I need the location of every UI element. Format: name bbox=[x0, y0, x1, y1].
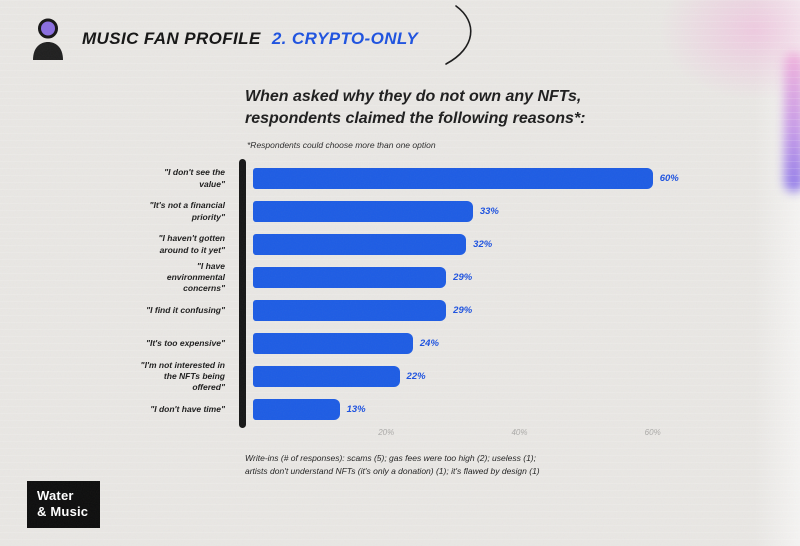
bar-value-label: 13% bbox=[346, 404, 366, 415]
bar bbox=[253, 267, 447, 288]
bar-value-label: 22% bbox=[406, 371, 426, 382]
x-axis-ticks: 20% 40% 60% bbox=[253, 428, 686, 442]
x-tick-label: 20% bbox=[378, 428, 395, 437]
header-title-group: MUSIC FAN PROFILE 2. CRYPTO-ONLY bbox=[82, 29, 418, 49]
bar bbox=[253, 168, 653, 189]
bar bbox=[253, 201, 473, 222]
arc-decoration bbox=[445, 5, 472, 65]
chart-title-line1: When asked why they do not own any NFTs, bbox=[245, 88, 582, 105]
bar-row: "I haven't gotten around to it yet" 32% bbox=[138, 228, 686, 261]
bar-label: "I find it confusing" bbox=[146, 304, 225, 315]
water-and-music-logo: Water & Music bbox=[27, 480, 101, 528]
header-title: MUSIC FAN PROFILE bbox=[82, 29, 261, 48]
gradient-band-decoration bbox=[784, 52, 800, 192]
bar-value-label: 29% bbox=[453, 272, 473, 283]
bar-track: 29% bbox=[253, 267, 686, 288]
bar-label: "I have environmental concerns" bbox=[166, 260, 225, 294]
bar-value-label: 32% bbox=[473, 239, 493, 250]
bar bbox=[253, 366, 400, 387]
bar bbox=[253, 300, 447, 321]
right-light-strip bbox=[754, 0, 800, 546]
bar-label: "I don't see the value" bbox=[164, 167, 225, 189]
chart-footnote-line1: Write-ins (# of responses): scams (5); g… bbox=[245, 453, 536, 463]
fan-avatar-icon bbox=[33, 18, 63, 60]
bar-label: "It's too expensive" bbox=[145, 337, 225, 348]
bar-row: "It's too expensive" 24% bbox=[138, 327, 686, 360]
bar-track: 29% bbox=[253, 300, 686, 321]
bar-label: "It's not a financial priority" bbox=[149, 200, 225, 222]
bar bbox=[253, 399, 340, 420]
bar-track: 24% bbox=[253, 333, 686, 354]
chart-note: *Respondents could choose more than one … bbox=[247, 140, 436, 150]
bar-track: 60% bbox=[253, 168, 686, 189]
bar-row: "It's not a financial priority" 33% bbox=[138, 195, 686, 228]
bar-label: "I haven't gotten around to it yet" bbox=[158, 233, 226, 255]
bar-row: "I don't see the value" 60% bbox=[138, 162, 686, 195]
bar-value-label: 24% bbox=[419, 338, 439, 349]
chart-title-line2: respondents claimed the following reason… bbox=[245, 109, 586, 127]
bar-value-label: 60% bbox=[659, 173, 679, 184]
bar-chart: "I don't see the value" 60% "It's not a fi… bbox=[138, 159, 686, 442]
bar-value-label: 33% bbox=[479, 206, 499, 217]
bar-track: 33% bbox=[253, 201, 686, 222]
chart-footnote-line2: artists don't understand NFTs (it's only… bbox=[245, 466, 540, 477]
bar-rows: "I don't see the value" 60% "It's not a fi… bbox=[138, 162, 686, 426]
logo-line1: Water bbox=[37, 487, 74, 503]
x-tick-label: 60% bbox=[644, 428, 661, 437]
chart-footnote: Write-ins (# of responses): scams (5); g… bbox=[245, 452, 675, 478]
bar-value-label: 29% bbox=[453, 305, 473, 316]
header: MUSIC FAN PROFILE 2. CRYPTO-ONLY bbox=[28, 16, 418, 62]
bar bbox=[253, 234, 467, 255]
bar-row: "I don't have time" 13% bbox=[138, 393, 686, 426]
header-subtitle: 2. CRYPTO-ONLY bbox=[271, 29, 419, 48]
bar-label: "I'm not interested in the NFTs being of… bbox=[140, 359, 225, 393]
corner-glow-decoration bbox=[660, 0, 800, 100]
x-tick-label: 40% bbox=[511, 428, 528, 437]
logo-line2: & Music bbox=[37, 503, 89, 519]
bar-row: "I'm not interested in the NFTs being of… bbox=[138, 360, 686, 393]
bar-track: 13% bbox=[253, 399, 686, 420]
bar-row: "I find it confusing" 29% bbox=[138, 294, 686, 327]
bar-label: "I don't have time" bbox=[150, 403, 225, 414]
y-axis-line bbox=[239, 159, 246, 428]
bar-track: 22% bbox=[253, 366, 686, 387]
bar-row: "I have environmental concerns" 29% bbox=[138, 261, 686, 294]
bar bbox=[253, 333, 413, 354]
bar-track: 32% bbox=[253, 234, 686, 255]
chart-title: When asked why they do not own any NFTs,… bbox=[245, 86, 665, 129]
